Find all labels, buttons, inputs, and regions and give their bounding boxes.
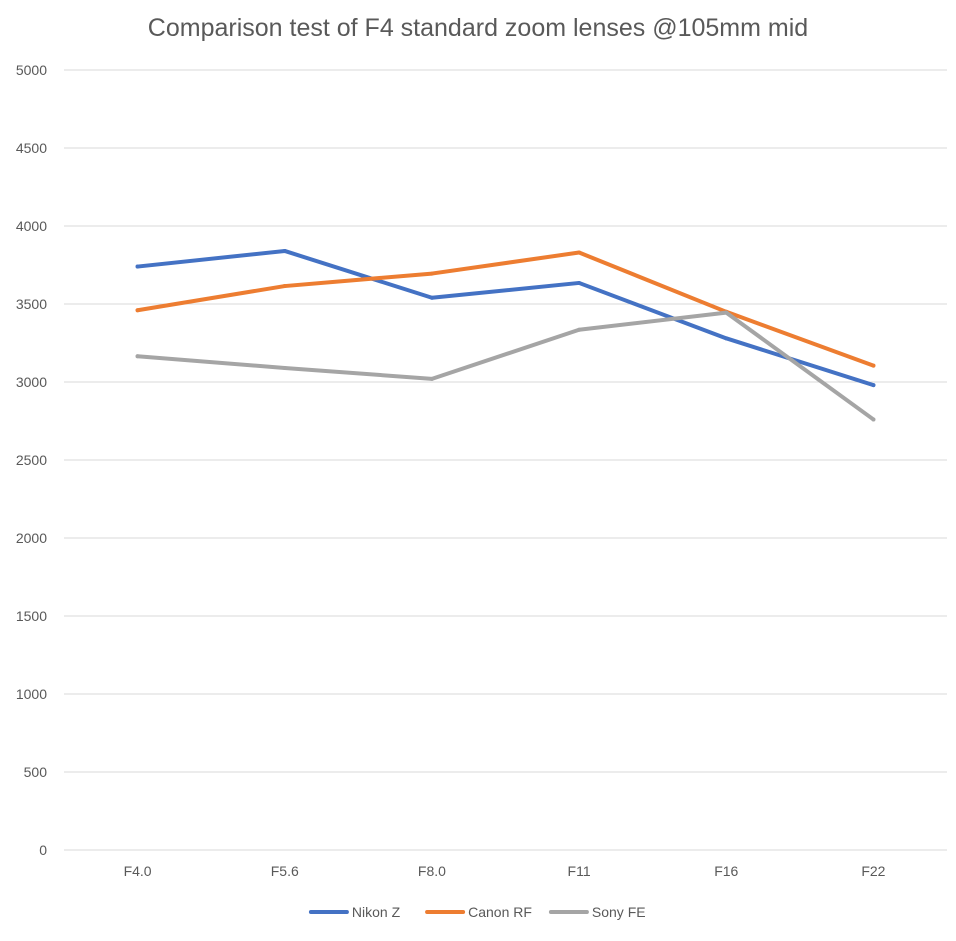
series-line-sony-fe [135, 310, 876, 422]
data-point-nikon-z-f56 [282, 248, 287, 253]
y-tick-label: 2000 [16, 530, 47, 546]
data-point-nikon-z-f40 [135, 264, 140, 269]
y-tick-label: 0 [39, 842, 47, 858]
legend-label-sony-fe: Sony FE [592, 904, 646, 920]
y-tick-label: 3000 [16, 374, 47, 390]
data-point-nikon-z-f80 [429, 295, 434, 300]
data-point-canon-rf-f11 [577, 250, 582, 255]
y-axis-ticks: 0 500 1000 1500 2000 2500 3000 3500 4000 4500 5000 [16, 62, 47, 858]
y-tick-label: 3500 [16, 296, 47, 312]
data-point-nikon-z-f16 [724, 336, 729, 341]
y-tick-label: 1500 [16, 608, 47, 624]
y-tick-label: 4500 [16, 140, 47, 156]
legend-label-canon-rf: Canon RF [468, 904, 532, 920]
data-point-canon-rf-f56 [282, 284, 287, 289]
y-tick-label: 1000 [16, 686, 47, 702]
y-tick-label: 5000 [16, 62, 47, 78]
series-canon-rf [135, 250, 876, 368]
x-tick-label: F22 [861, 863, 885, 879]
y-tick-label: 2500 [16, 452, 47, 468]
y-tick-label: 4000 [16, 218, 47, 234]
x-axis-ticks: F4.0 F5.6 F8.0 F11 F16 F22 [124, 863, 886, 879]
x-tick-label: F8.0 [418, 863, 446, 879]
data-point-canon-rf-f22 [871, 363, 876, 368]
x-tick-label: F5.6 [271, 863, 299, 879]
data-point-sony-fe-f22 [871, 417, 876, 422]
series-line-nikon-z [135, 248, 876, 388]
data-point-sony-fe-f11 [577, 327, 582, 332]
data-point-sony-fe-f56 [282, 365, 287, 370]
data-point-nikon-z-f11 [577, 280, 582, 285]
x-tick-label: F11 [568, 863, 591, 879]
gridlines [64, 69, 947, 851]
chart-title: Comparison test of F4 standard zoom lens… [147, 14, 809, 42]
data-point-canon-rf-f40 [135, 308, 140, 313]
series-sony-fe [135, 310, 876, 422]
y-tick-label: 500 [24, 764, 48, 780]
data-point-sony-fe-f40 [135, 354, 140, 359]
x-tick-label: F16 [714, 863, 738, 879]
data-point-canon-rf-f80 [429, 271, 434, 276]
series-nikon-z [135, 248, 876, 388]
legend-item-nikon-z: Nikon Z [308, 904, 401, 920]
data-point-sony-fe-f16 [724, 310, 729, 315]
legend-item-canon-rf: Canon RF [425, 904, 532, 920]
series-line-canon-rf [135, 250, 876, 368]
data-point-sony-fe-f80 [429, 376, 434, 381]
series-lines [135, 248, 876, 422]
legend-item-sony-fe: Sony FE [548, 904, 646, 920]
x-tick-label: F4.0 [124, 863, 152, 879]
legend-label-nikon-z: Nikon Z [352, 904, 401, 920]
data-point-nikon-z-f22 [871, 383, 876, 388]
legend: Nikon Z Canon RF Sony FE [308, 904, 646, 920]
